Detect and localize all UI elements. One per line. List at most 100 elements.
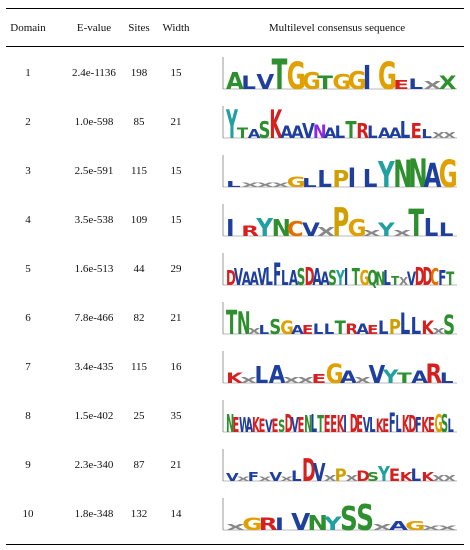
logo-letter: I (343, 413, 347, 438)
cell-domain: 1 (25, 67, 31, 79)
logo-letter: G (405, 518, 425, 533)
logo-letter: L (226, 180, 241, 190)
cell-sites: 82 (133, 312, 145, 324)
logo-letter: X (432, 327, 445, 337)
logo-letter: A (312, 265, 322, 291)
logo-letter: E (272, 414, 279, 437)
logo-letter: G (326, 358, 344, 389)
logo-letter: A (246, 414, 254, 437)
logo-letter: T (317, 72, 333, 93)
table-header-rule (6, 46, 464, 47)
logo-letter: P (335, 466, 347, 485)
logo-letter: A (291, 123, 304, 142)
logo-letter: V (363, 413, 371, 437)
logo-letter: X (443, 131, 456, 141)
cell-width: 15 (170, 165, 182, 177)
logo-letter: S (340, 499, 358, 536)
logo-letter: A (424, 156, 442, 193)
cell-width: 15 (170, 67, 182, 79)
logo-letter: L (411, 312, 422, 340)
logo-letter: V (226, 472, 239, 484)
logo-letter: F (438, 267, 446, 291)
logo-letter: N (393, 153, 412, 193)
logo-letter: X (259, 475, 272, 483)
logo-letter: T (335, 318, 346, 339)
logo-letter: L (369, 413, 375, 437)
cell-evalue: 1.5e-402 (74, 410, 114, 422)
logo-letter: V (369, 359, 386, 389)
logo-letter: D (305, 262, 315, 291)
cell-evalue: 3.5e-538 (74, 214, 114, 226)
logo-letter: K (400, 470, 414, 485)
logo-letter: E (356, 413, 363, 438)
cell-domain: 4 (25, 214, 31, 226)
logo-letter: G (242, 514, 262, 534)
cell-evalue: 2.3e-340 (74, 459, 114, 471)
logo-letter: L (408, 75, 423, 92)
cell-domain: 3 (25, 165, 31, 177)
logo-letter: A (250, 267, 260, 290)
logo-letter: G (302, 69, 321, 95)
logo-letter: T (317, 413, 324, 438)
logo-letter: X (283, 375, 300, 385)
logo-letter: K (421, 470, 435, 485)
logo-letter: V (302, 120, 315, 143)
logo-letter: K (226, 370, 244, 387)
logo-letter: N (272, 216, 291, 242)
logo-letter: X (438, 524, 457, 531)
logo-letter: X (432, 131, 445, 141)
cell-domain: 6 (25, 312, 31, 324)
logo-letter: C (430, 265, 439, 291)
cell-width: 21 (170, 459, 182, 471)
logo-letter: Y (255, 213, 273, 242)
cell-sites: 85 (133, 116, 145, 128)
logo-letter: G (287, 55, 306, 95)
logo-letter: V (269, 470, 283, 485)
logo-letter: D (423, 262, 433, 291)
logo-letter: V (256, 71, 274, 95)
logo-letter: E (389, 466, 400, 485)
logo-letter: A (226, 69, 244, 95)
cell-width: 21 (170, 312, 182, 324)
logo-letter: L (241, 72, 256, 93)
cell-evalue: 1.6e-513 (74, 263, 114, 275)
cell-sites: 109 (130, 214, 148, 226)
logo-letter: K (376, 414, 385, 437)
logo-letter: X (248, 327, 261, 337)
logo-letter: T (237, 125, 249, 142)
cell-domain: 10 (22, 508, 34, 520)
logo-letter: E (324, 413, 331, 438)
logo-letter: X (363, 229, 381, 239)
cell-width: 29 (170, 263, 182, 275)
logo-letter: X (297, 375, 314, 385)
logo-letter: V (257, 265, 267, 291)
logo-letter: Q (368, 267, 378, 291)
logo-letter: L (302, 176, 317, 190)
logo-letter: G (280, 318, 293, 339)
logo-letter: X (399, 276, 409, 288)
logo-letter: T (391, 274, 400, 288)
cell-width: 35 (170, 410, 182, 422)
table-top-rule (6, 8, 464, 10)
sequence-logo-svg: AL VT GGT GGI GE L XX (222, 53, 457, 95)
logo-letter: X (256, 181, 274, 188)
logo-letter: E (312, 372, 327, 386)
logo-letter: R (259, 514, 278, 534)
logo-letter: G (378, 55, 397, 95)
logo-letter: A (248, 127, 262, 142)
logo-letter: S (269, 316, 281, 339)
logo-letter: E (382, 414, 389, 437)
logo-letter: V (302, 219, 321, 240)
logo-letter: K (421, 318, 435, 339)
logo-letter: I (226, 216, 235, 242)
cell-sites: 115 (130, 361, 148, 373)
logo-letter: L (439, 219, 454, 240)
logo-letter: E (367, 323, 378, 338)
